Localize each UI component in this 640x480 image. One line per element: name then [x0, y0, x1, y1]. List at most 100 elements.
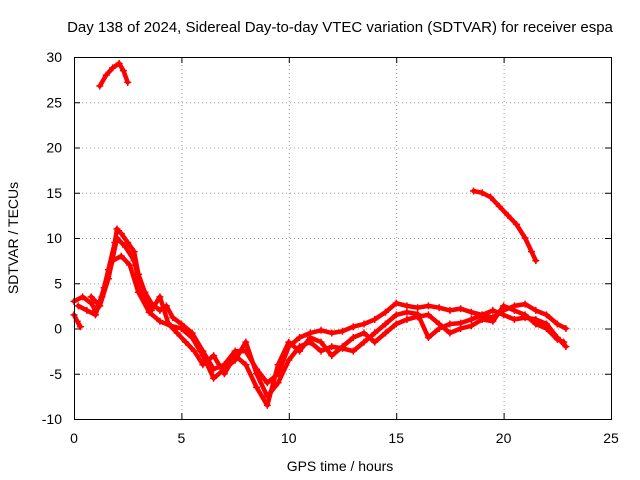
data-point: [87, 299, 95, 307]
data-point: [253, 370, 261, 378]
y-tick-label: 10: [46, 230, 62, 246]
series-trace: [471, 188, 539, 263]
data-point: [392, 299, 400, 307]
data-point: [414, 313, 422, 321]
data-point: [139, 293, 147, 301]
data-point: [510, 306, 518, 314]
data-point: [435, 320, 443, 328]
series-trace-3: [74, 252, 570, 400]
data-point: [122, 243, 130, 251]
data-point: [543, 325, 551, 332]
y-tick-label: -10: [42, 411, 62, 427]
data-point: [317, 347, 325, 355]
data-point: [285, 338, 293, 346]
data-point: [199, 361, 207, 369]
data-point: [147, 306, 155, 314]
data-point: [457, 325, 465, 332]
data-point: [96, 82, 104, 90]
data-point: [317, 338, 325, 346]
data-point: [532, 306, 540, 314]
x-tick-label: 5: [178, 430, 186, 446]
data-point: [113, 225, 121, 233]
data-point: [87, 293, 95, 301]
x-tick-label: 0: [70, 430, 78, 446]
data-point: [360, 320, 368, 328]
data-point: [156, 293, 164, 301]
y-tick-label: 30: [46, 49, 62, 65]
data-point: [117, 252, 125, 260]
data-point: [210, 352, 218, 360]
y-tick-label: 20: [46, 140, 62, 156]
data-point: [381, 308, 389, 316]
data-point: [339, 343, 346, 351]
series-trace-6: [470, 187, 540, 265]
data-point: [285, 356, 293, 364]
data-point: [392, 311, 400, 319]
data-point: [169, 314, 177, 322]
data-point: [560, 338, 568, 346]
data-point: [317, 326, 325, 334]
grid: [74, 57, 611, 419]
data-point: [381, 320, 389, 328]
data-point: [190, 347, 198, 355]
data-point: [521, 300, 529, 308]
data-point: [495, 202, 503, 210]
data-point: [371, 338, 379, 346]
data-point: [328, 329, 336, 337]
data-point: [306, 334, 314, 342]
data-point: [126, 261, 134, 269]
data-point: [220, 370, 228, 378]
data-point: [165, 320, 173, 328]
y-tick-label: 0: [54, 321, 62, 337]
data-point: [115, 59, 123, 67]
data-point: [349, 323, 357, 331]
data-point: [296, 334, 304, 342]
data-point: [467, 322, 475, 330]
data-point: [113, 234, 121, 242]
x-axis-label: GPS time / hours: [287, 458, 394, 474]
data-point: [74, 302, 82, 310]
data-point: [242, 338, 250, 346]
data-point: [553, 335, 561, 343]
data-point: [528, 248, 536, 256]
x-tick-label: 10: [281, 430, 297, 446]
data-point: [96, 302, 104, 310]
y-tick-label: 15: [46, 185, 62, 201]
data-point: [199, 352, 207, 360]
data-point: [242, 361, 250, 369]
data-point: [392, 320, 400, 328]
series-trace: [76, 253, 569, 399]
data-point: [467, 308, 475, 316]
data-point: [117, 229, 125, 237]
y-axis-label: SDTVAR / TECUs: [5, 182, 21, 294]
data-point: [349, 347, 357, 355]
data-point: [478, 315, 486, 323]
data-point: [478, 189, 486, 197]
data-point: [156, 317, 164, 325]
series-trace-2: [70, 225, 570, 387]
data-series: [70, 59, 570, 409]
data-point: [130, 248, 138, 256]
data-point: [532, 257, 540, 265]
data-point: [91, 311, 99, 319]
data-point: [553, 320, 561, 328]
plot-frame: [74, 57, 612, 420]
data-point: [435, 304, 443, 312]
data-point: [360, 329, 368, 337]
data-point: [124, 239, 132, 247]
data-point: [446, 329, 454, 337]
data-point: [414, 304, 422, 312]
data-point: [231, 352, 239, 360]
data-point: [457, 305, 465, 313]
data-point: [130, 257, 138, 265]
data-point: [467, 315, 475, 323]
y-tick-label: -5: [50, 366, 63, 382]
data-point: [489, 317, 497, 325]
data-point: [328, 343, 336, 351]
data-point: [510, 315, 518, 323]
data-point: [381, 329, 389, 337]
data-point: [500, 311, 508, 319]
series-trace-5: [96, 59, 132, 90]
data-point: [470, 187, 478, 195]
data-point: [403, 302, 411, 310]
